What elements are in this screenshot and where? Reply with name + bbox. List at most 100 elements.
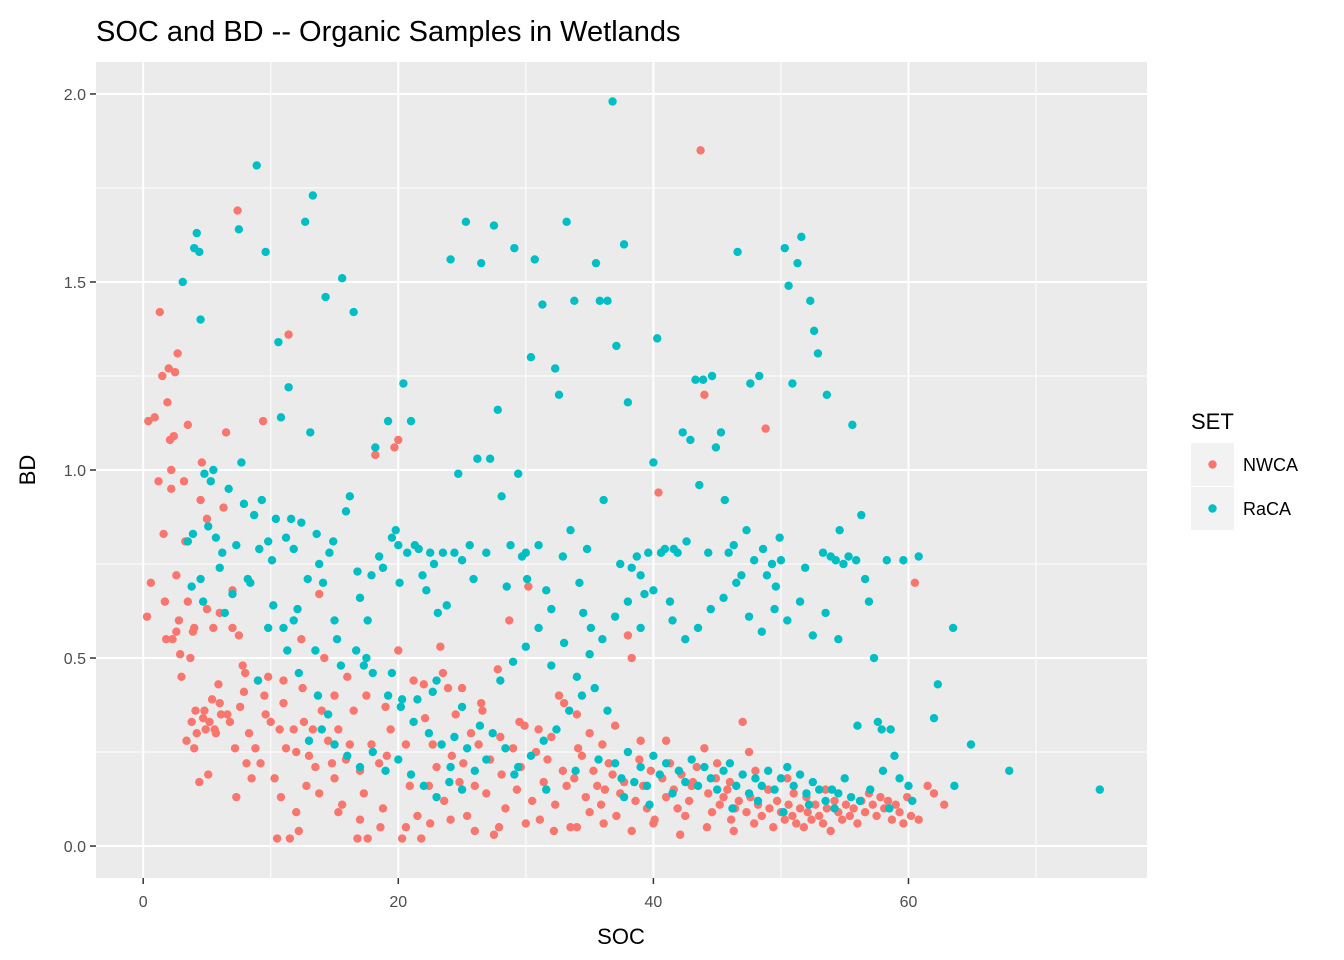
data-point [784, 800, 793, 809]
data-point [890, 751, 899, 760]
data-point [261, 710, 270, 719]
data-point [300, 217, 310, 227]
data-point [886, 725, 895, 734]
data-point [767, 559, 777, 569]
data-point [308, 191, 318, 200]
legend: SET NWCA RaCA [1191, 409, 1298, 530]
data-point [704, 548, 713, 557]
data-point [593, 781, 602, 791]
data-point [848, 420, 857, 430]
data-point [154, 477, 163, 486]
data-point [586, 623, 596, 633]
data-point [390, 443, 399, 452]
major-gridlines [96, 62, 1147, 878]
data-point [196, 574, 205, 584]
data-point [763, 785, 773, 794]
data-point [899, 819, 908, 828]
data-point [908, 796, 917, 806]
data-point [196, 495, 205, 505]
data-point [289, 725, 298, 734]
data-point [233, 206, 242, 215]
data-point [482, 548, 491, 557]
data-point [668, 616, 677, 625]
data-point [414, 544, 423, 554]
data-point [308, 725, 318, 734]
data-point [179, 477, 189, 486]
data-point [446, 762, 455, 772]
data-point [831, 556, 840, 565]
data-point [834, 789, 843, 798]
data-point [632, 552, 642, 561]
data-point [403, 548, 412, 557]
data-point [550, 364, 560, 373]
data-point [627, 563, 636, 572]
data-point [521, 819, 531, 828]
data-point [849, 804, 858, 813]
data-point [693, 781, 703, 791]
data-point [885, 804, 894, 813]
data-point [396, 702, 406, 712]
data-point [417, 834, 426, 843]
data-point [368, 747, 377, 757]
data-point [207, 695, 217, 704]
data-point [1005, 766, 1014, 776]
data-point [726, 815, 736, 824]
data-point [164, 364, 173, 373]
data-point [304, 736, 314, 745]
data-point [612, 341, 621, 351]
data-point [610, 759, 620, 768]
data-point [700, 744, 709, 753]
data-point [570, 296, 579, 305]
data-point [899, 556, 908, 565]
data-point [234, 631, 244, 640]
data-point [190, 744, 199, 753]
data-point [510, 243, 519, 253]
data-point [224, 484, 233, 494]
data-point [636, 623, 645, 633]
data-point [349, 307, 358, 317]
data-point [281, 533, 291, 542]
data-point [343, 751, 352, 760]
data-point [376, 823, 385, 832]
data-point [395, 578, 404, 588]
data-point [461, 217, 471, 227]
data-point [573, 744, 583, 753]
data-point [158, 371, 167, 381]
data-point [394, 646, 403, 655]
data-point [530, 255, 539, 264]
data-point [401, 823, 411, 832]
data-point [776, 556, 786, 565]
data-point [734, 796, 744, 806]
data-point [230, 744, 240, 753]
data-point [923, 781, 932, 791]
data-point [359, 789, 369, 798]
data-point [306, 428, 315, 437]
data-point [315, 789, 324, 798]
data-point [827, 785, 837, 794]
data-point [320, 653, 329, 663]
data-point [299, 717, 309, 727]
x-tick-label: 20 [389, 894, 407, 911]
data-point [482, 755, 491, 764]
data-point [469, 574, 478, 584]
data-point [795, 597, 805, 606]
data-point [681, 777, 690, 787]
data-point [355, 815, 365, 824]
data-point [505, 616, 514, 625]
data-point [186, 653, 195, 663]
data-point [363, 616, 372, 625]
data-point [788, 811, 797, 821]
data-point [534, 541, 543, 550]
data-point [770, 785, 779, 794]
data-point [355, 762, 365, 772]
data-point [292, 807, 301, 817]
data-point [554, 691, 564, 700]
data-point [252, 161, 261, 170]
data-point [868, 800, 877, 809]
data-point [751, 766, 760, 776]
data-point [362, 653, 371, 663]
data-point [515, 717, 524, 727]
data-point [572, 823, 582, 832]
data-point [195, 777, 204, 787]
data-point [521, 548, 531, 557]
